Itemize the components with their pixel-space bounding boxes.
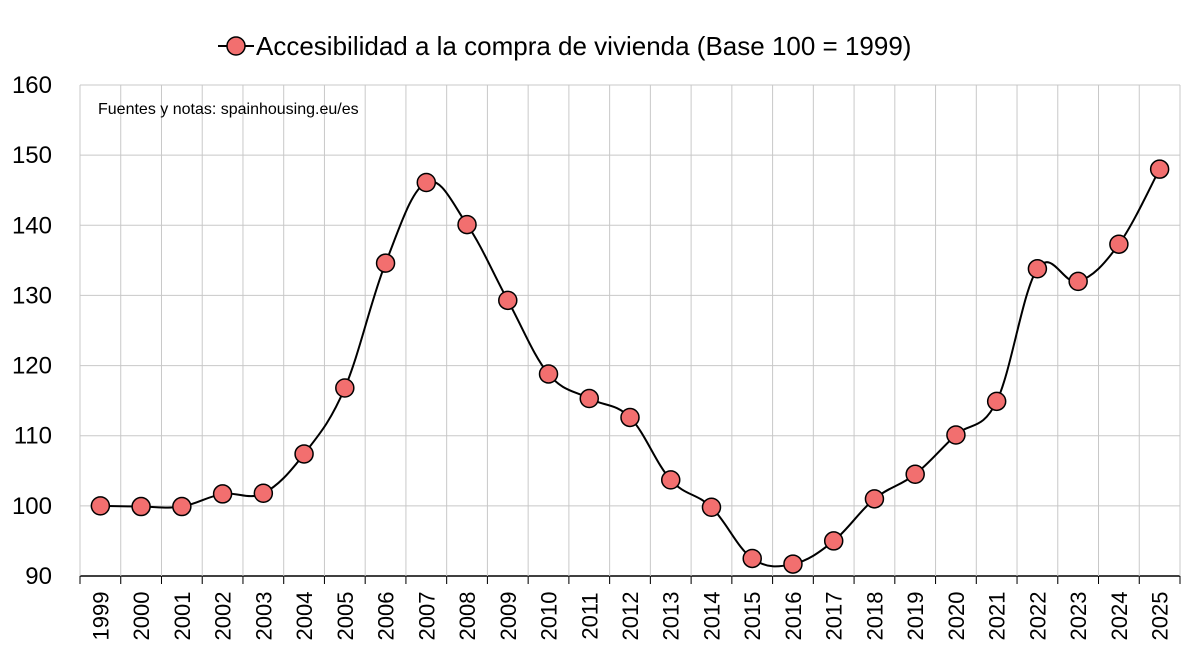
x-tick-label: 2003 [251,592,276,641]
legend-label: Accesibilidad a la compra de vivienda (B… [256,31,911,61]
data-point [864,489,885,509]
grid [79,84,1181,584]
data-point [823,531,844,551]
y-tick-label: 90 [25,563,52,590]
x-tick-label: 2014 [699,592,724,641]
x-tick-label: 2020 [944,592,969,641]
data-point [742,548,762,569]
data-point [1149,159,1170,179]
x-tick-label: 2018 [862,592,887,641]
data-point [620,407,640,428]
x-tick-label: 2008 [455,592,480,641]
x-tick-label: 2025 [1148,592,1173,641]
legend-marker [226,36,246,56]
y-tick-label: 160 [12,72,52,99]
data-point [986,391,1007,412]
x-tick-label: 2011 [577,592,602,639]
data-point [1068,271,1088,292]
y-tick-label: 120 [12,353,52,380]
x-tick-label: 2013 [659,592,684,641]
data-point [1027,259,1048,279]
x-tick-label: 2009 [496,592,521,641]
data-point [1109,234,1129,254]
series-layer [90,159,1170,574]
x-tick-label: 2001 [170,592,195,641]
x-tick-label: 2015 [740,592,765,641]
data-point [701,497,722,518]
data-point [905,464,925,485]
data-point [172,496,192,517]
data-point [90,496,111,516]
data-point [457,214,477,235]
y-tick-label: 140 [12,212,52,239]
data-point [335,378,355,398]
series-line [100,168,1161,568]
x-tick-label: 1999 [88,592,113,641]
y-tick-label: 130 [12,282,52,309]
data-point [579,388,600,409]
x-tick-label: 2010 [537,592,562,641]
x-tick-label: 2000 [129,592,154,641]
x-tick-label: 2024 [1107,592,1132,641]
axis-ticks: 90 100 110 120 130 140 150 160 1999 2000 2001 2002 2… [12,72,1181,641]
x-tick-label: 2022 [1025,592,1050,641]
y-tick-label: 110 [14,423,52,450]
source-note: Fuentes y notas: spainhousing.eu/es [98,101,359,118]
data-point [253,483,274,503]
data-point [294,444,314,464]
data-point [660,470,681,490]
y-tick-label: 150 [12,142,52,169]
x-tick-label: 2005 [333,592,358,641]
data-point [416,172,437,193]
data-point [131,496,151,517]
y-tick-label: 100 [12,493,52,520]
x-tick-label: 2006 [374,592,399,641]
data-point [783,554,803,574]
x-tick-label: 2016 [781,592,806,641]
x-tick-label: 2023 [1066,592,1091,641]
data-point [538,364,559,384]
x-tick-label: 2019 [903,592,928,641]
data-point [498,290,518,311]
data-point [946,425,966,445]
x-tick-label: 2012 [618,592,643,641]
data-point [375,253,396,273]
x-tick-label: 2007 [414,592,439,641]
x-tick-label: 2021 [985,592,1010,641]
x-tick-label: 2004 [292,592,317,641]
x-tick-label: 2002 [211,592,236,641]
legend: Accesibilidad a la compra de vivienda (B… [218,31,911,61]
data-point [212,484,233,504]
x-tick-label: 2017 [822,592,847,641]
